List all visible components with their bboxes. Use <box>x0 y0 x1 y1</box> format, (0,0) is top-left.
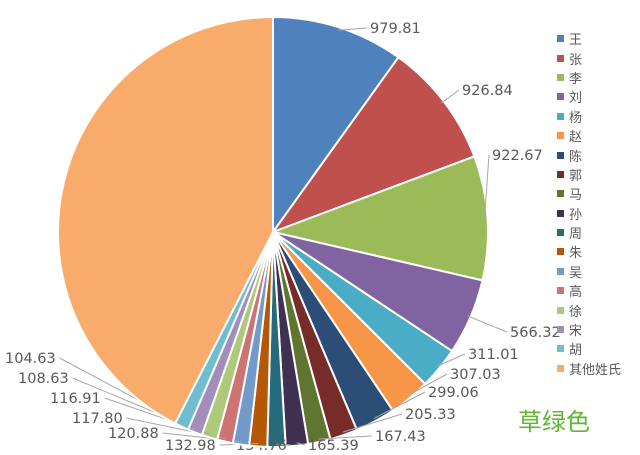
legend-item: 宋 <box>557 320 621 339</box>
legend-item: 吴 <box>557 262 621 281</box>
legend-label: 高 <box>569 285 583 301</box>
legend-item: 刘 <box>557 87 621 106</box>
data-label: 979.81 <box>370 21 421 37</box>
legend-label: 马 <box>569 188 583 204</box>
leader-line <box>296 442 306 446</box>
leader-line <box>436 353 466 367</box>
legend-label: 郭 <box>569 168 583 184</box>
legend-label: 其他姓氏 <box>569 362 622 378</box>
legend-swatch <box>557 132 564 140</box>
legend-label: 陈 <box>569 149 583 165</box>
data-label: 104.63 <box>5 351 56 367</box>
legend-swatch <box>557 229 564 237</box>
legend: 王张李刘杨赵陈郭马孙周朱吴高徐宋胡其他姓氏 <box>557 29 621 378</box>
data-label: 205.33 <box>405 407 456 423</box>
data-label: 307.03 <box>450 367 501 383</box>
legend-swatch <box>557 287 564 295</box>
leader-line <box>467 315 508 333</box>
legend-label: 张 <box>569 52 583 68</box>
legend-swatch <box>557 73 564 81</box>
leader-line <box>373 391 426 419</box>
data-label: 165.39 <box>308 438 359 454</box>
pie-slice-其他姓氏 <box>57 15 274 425</box>
data-label: 926.84 <box>462 83 513 99</box>
legend-swatch <box>557 364 564 372</box>
data-label: 167.43 <box>375 429 426 445</box>
legend-item: 徐 <box>557 300 621 320</box>
legend-swatch <box>557 190 564 198</box>
legend-swatch <box>557 248 564 256</box>
legend-label: 刘 <box>569 91 583 107</box>
legend-swatch <box>557 345 564 353</box>
legend-swatch <box>557 112 564 120</box>
pie-slice-李 <box>269 155 489 282</box>
legend-swatch <box>557 54 564 62</box>
legend-item: 郭 <box>557 165 621 184</box>
leader-line <box>484 154 490 219</box>
legend-item: 孙 <box>557 204 621 223</box>
legend-label: 李 <box>569 71 583 87</box>
legend-item: 杨 <box>557 107 621 126</box>
data-label: 117.80 <box>72 411 123 427</box>
legend-label: 胡 <box>569 343 583 359</box>
legend-label: 杨 <box>569 110 583 126</box>
leader-line <box>337 27 368 31</box>
leader-line <box>276 443 291 446</box>
legend-item: 周 <box>557 223 621 242</box>
legend-swatch <box>557 326 564 334</box>
legend-item: 胡 <box>557 339 621 358</box>
leader-line <box>342 413 403 433</box>
leader-line <box>407 373 448 397</box>
watermark: 草绿色 <box>518 408 590 436</box>
data-label: 108.63 <box>18 371 69 387</box>
legend-item: 其他姓氏 <box>557 359 621 378</box>
legend-label: 赵 <box>569 130 583 146</box>
leader-line <box>441 89 460 104</box>
legend-swatch <box>557 151 564 159</box>
legend-swatch <box>557 267 564 275</box>
legend-item: 张 <box>557 48 621 68</box>
legend-label: 徐 <box>569 304 583 320</box>
data-label: 132.98 <box>165 438 216 454</box>
legend-item: 陈 <box>557 145 621 165</box>
legend-label: 朱 <box>569 246 583 262</box>
legend-swatch <box>557 93 564 101</box>
legend-item: 马 <box>557 184 621 203</box>
legend-label: 周 <box>569 227 583 243</box>
pie-slice-王 <box>272 15 400 236</box>
data-label: 299.06 <box>428 385 479 401</box>
legend-swatch <box>557 35 564 43</box>
data-label: 311.01 <box>468 347 519 363</box>
legend-swatch <box>557 209 564 217</box>
legend-item: 高 <box>557 281 621 300</box>
legend-item: 朱 <box>557 242 621 261</box>
data-label: 120.88 <box>108 426 159 442</box>
data-label: 922.67 <box>492 148 543 164</box>
legend-label: 宋 <box>569 324 583 340</box>
legend-label: 吴 <box>569 265 583 281</box>
legend-swatch <box>557 170 564 178</box>
legend-swatch <box>557 306 564 314</box>
legend-label: 孙 <box>569 207 583 223</box>
leader-line <box>318 435 373 440</box>
legend-item: 李 <box>557 68 621 87</box>
legend-item: 王 <box>557 29 621 48</box>
legend-item: 赵 <box>557 126 621 145</box>
data-label: 116.91 <box>50 391 101 407</box>
data-label: 566.32 <box>510 325 561 341</box>
legend-label: 王 <box>569 33 583 49</box>
